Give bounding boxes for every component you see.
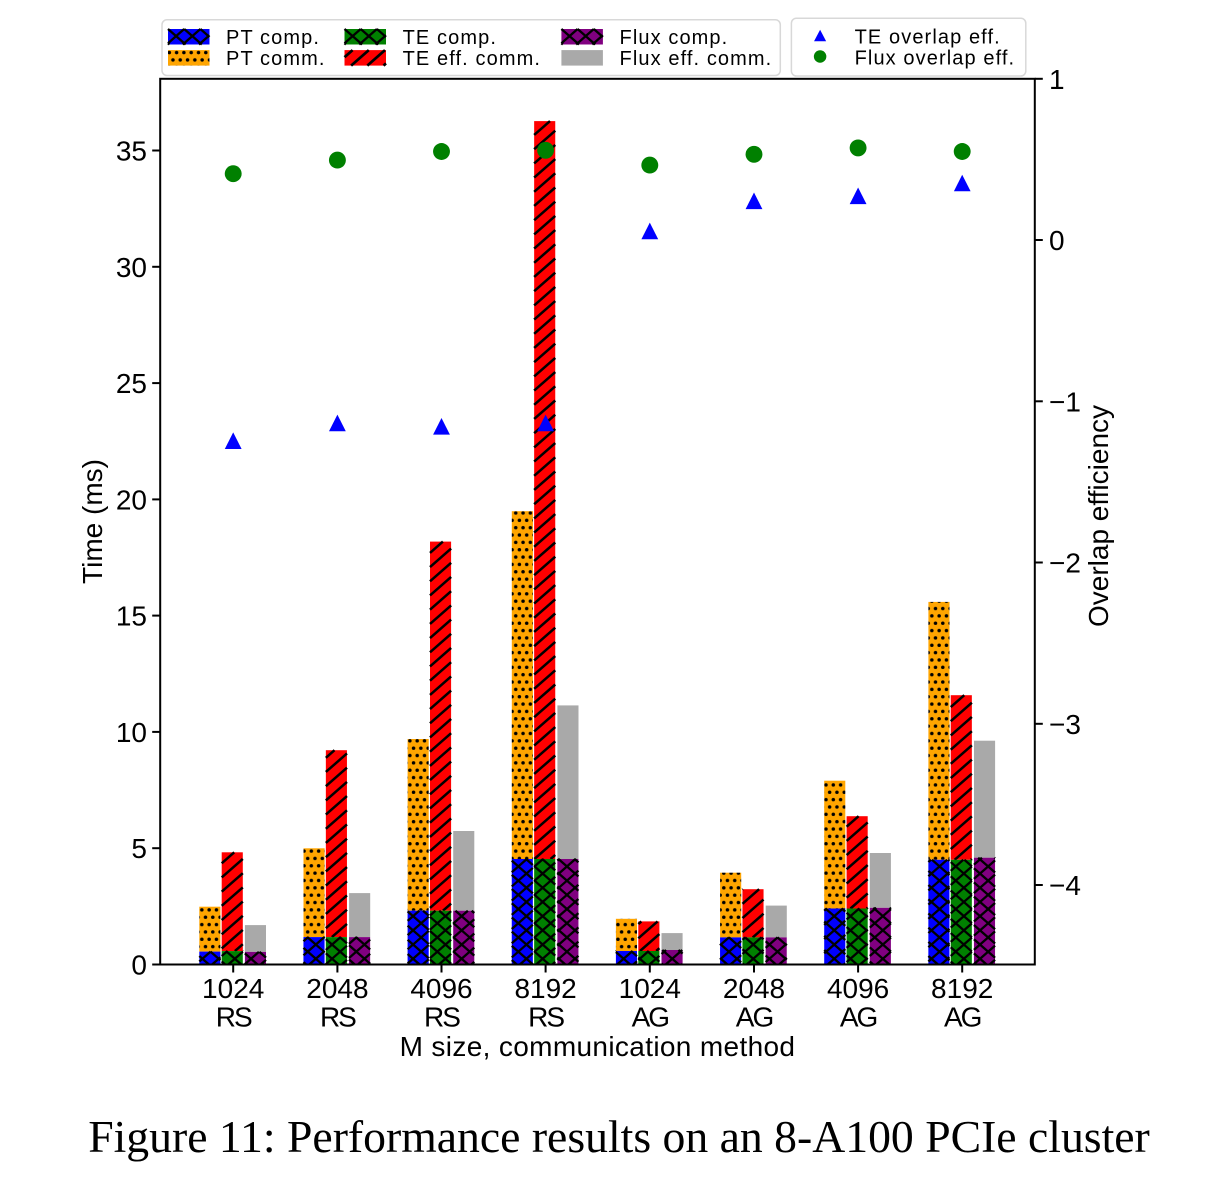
- svg-text:Flux eff. comm.: Flux eff. comm.: [620, 48, 773, 70]
- svg-text:0: 0: [131, 950, 147, 981]
- svg-text:Flux comp.: Flux comp.: [620, 27, 729, 49]
- svg-text:Figure 11: Performance results: Figure 11: Performance results on an 8-A…: [88, 1111, 1150, 1162]
- svg-text:5: 5: [131, 833, 147, 864]
- svg-text:Overlap efficiency: Overlap efficiency: [1083, 405, 1114, 627]
- svg-text:PT comp.: PT comp.: [226, 27, 320, 49]
- svg-text:RS: RS: [424, 1002, 460, 1033]
- svg-text:25: 25: [116, 368, 147, 399]
- svg-text:TE overlap eff.: TE overlap eff.: [855, 27, 1001, 49]
- svg-text:RS: RS: [216, 1002, 252, 1033]
- svg-text:1024: 1024: [619, 973, 681, 1004]
- svg-text:0: 0: [1049, 225, 1065, 256]
- svg-text:1024: 1024: [202, 973, 264, 1004]
- svg-text:1: 1: [1049, 64, 1065, 95]
- svg-text:30: 30: [116, 252, 147, 283]
- svg-text:AG: AG: [944, 1002, 981, 1033]
- svg-text:AG: AG: [736, 1002, 773, 1033]
- svg-text:20: 20: [116, 484, 147, 515]
- svg-text:15: 15: [116, 601, 147, 632]
- svg-text:−4: −4: [1049, 870, 1081, 901]
- svg-text:8192: 8192: [514, 973, 576, 1004]
- svg-text:10: 10: [116, 717, 147, 748]
- svg-text:2048: 2048: [723, 973, 785, 1004]
- svg-text:−1: −1: [1049, 386, 1081, 417]
- svg-text:RS: RS: [320, 1002, 356, 1033]
- svg-text:M size, communication method: M size, communication method: [400, 1031, 796, 1062]
- svg-text:4096: 4096: [827, 973, 889, 1004]
- svg-text:Flux overlap eff.: Flux overlap eff.: [855, 48, 1016, 70]
- svg-text:−3: −3: [1049, 709, 1081, 740]
- svg-text:TE comp.: TE comp.: [403, 27, 497, 49]
- svg-text:8192: 8192: [931, 973, 993, 1004]
- svg-text:−2: −2: [1049, 548, 1081, 579]
- svg-text:4096: 4096: [410, 973, 472, 1004]
- svg-text:TE eff. comm.: TE eff. comm.: [403, 48, 541, 70]
- svg-text:2048: 2048: [306, 973, 368, 1004]
- svg-text:35: 35: [116, 136, 147, 167]
- svg-text:RS: RS: [528, 1002, 564, 1033]
- svg-text:AG: AG: [632, 1002, 669, 1033]
- svg-text:AG: AG: [840, 1002, 877, 1033]
- svg-text:PT comm.: PT comm.: [226, 48, 326, 70]
- svg-text:Time (ms): Time (ms): [77, 459, 108, 584]
